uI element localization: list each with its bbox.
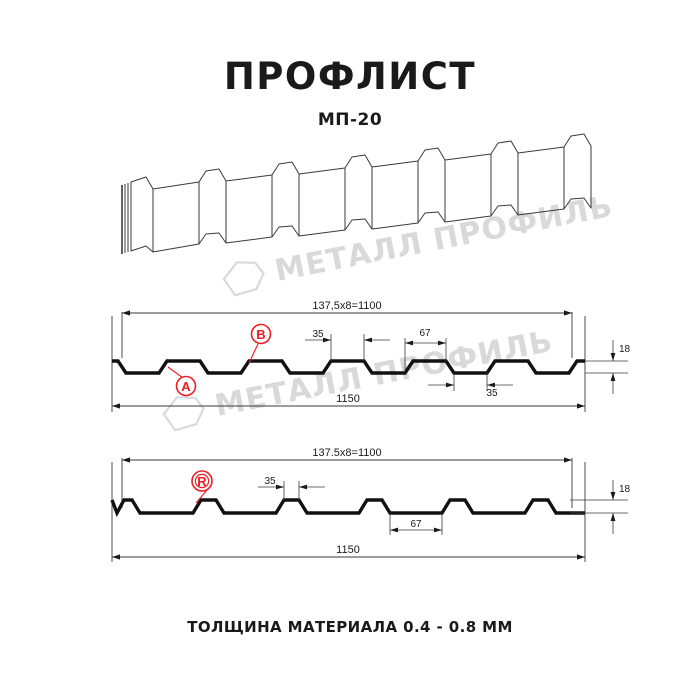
dimension-67-label: 67: [410, 519, 422, 530]
profile-section-top: 1150 137,5x8=1100: [111, 300, 631, 412]
dimension-35-top-upper: [305, 334, 390, 361]
dimension-total-label: 1150: [336, 544, 360, 556]
dimension-height-label: 18: [619, 484, 631, 495]
corrugation-outline-bottom: [110, 498, 585, 518]
dimension-35-bottom: [258, 481, 325, 500]
isometric-profile-sheet: [121, 133, 592, 254]
dimension-pitch-label: 137,5x8=1100: [312, 300, 381, 312]
material-thickness-note: ТОЛЩИНА МАТЕРИАЛА 0.4 - 0.8 ММ: [187, 618, 513, 636]
dimension-pitch-label: 137.5x8=1100: [312, 447, 381, 459]
profile-section-bottom: 1150 137.5x8=1100: [110, 447, 631, 562]
watermark-group: МЕТАЛЛ ПРОФИЛЬ МЕТАЛЛ ПРОФИЛЬ: [162, 189, 616, 432]
corrugation-outline-top: [112, 359, 585, 375]
dimension-height-label: 18: [619, 344, 631, 355]
dimension-35-top-lower: [428, 373, 513, 391]
model-subtitle: МП-20: [317, 110, 383, 130]
dimension-67-top: [404, 338, 447, 373]
marker-r: R: [191, 470, 213, 504]
marker-a-label: A: [181, 379, 191, 394]
marker-b-label: B: [256, 327, 265, 342]
dimension-total-label: 1150: [336, 393, 360, 405]
dimension-35-label: 35: [264, 476, 276, 487]
dimension-total-top: [111, 316, 586, 412]
dimension-67-label: 67: [419, 328, 431, 339]
dimension-height-top: [585, 340, 628, 394]
dimension-pitch-top: [121, 310, 573, 358]
marker-r-label: R: [197, 474, 207, 489]
marker-a: A: [167, 366, 197, 397]
page-title: ПРОФЛИСТ: [223, 55, 477, 98]
dimension-67-bottom: [389, 513, 443, 535]
dimension-height-bottom: [570, 480, 628, 534]
dimension-pitch-bottom: [121, 457, 573, 508]
dimension-35-upper-label: 35: [312, 329, 324, 340]
title-block: ПРОФЛИСТ МП-20: [0, 58, 700, 130]
marker-b: B: [248, 323, 272, 364]
dimension-35-lower-label: 35: [486, 388, 498, 399]
